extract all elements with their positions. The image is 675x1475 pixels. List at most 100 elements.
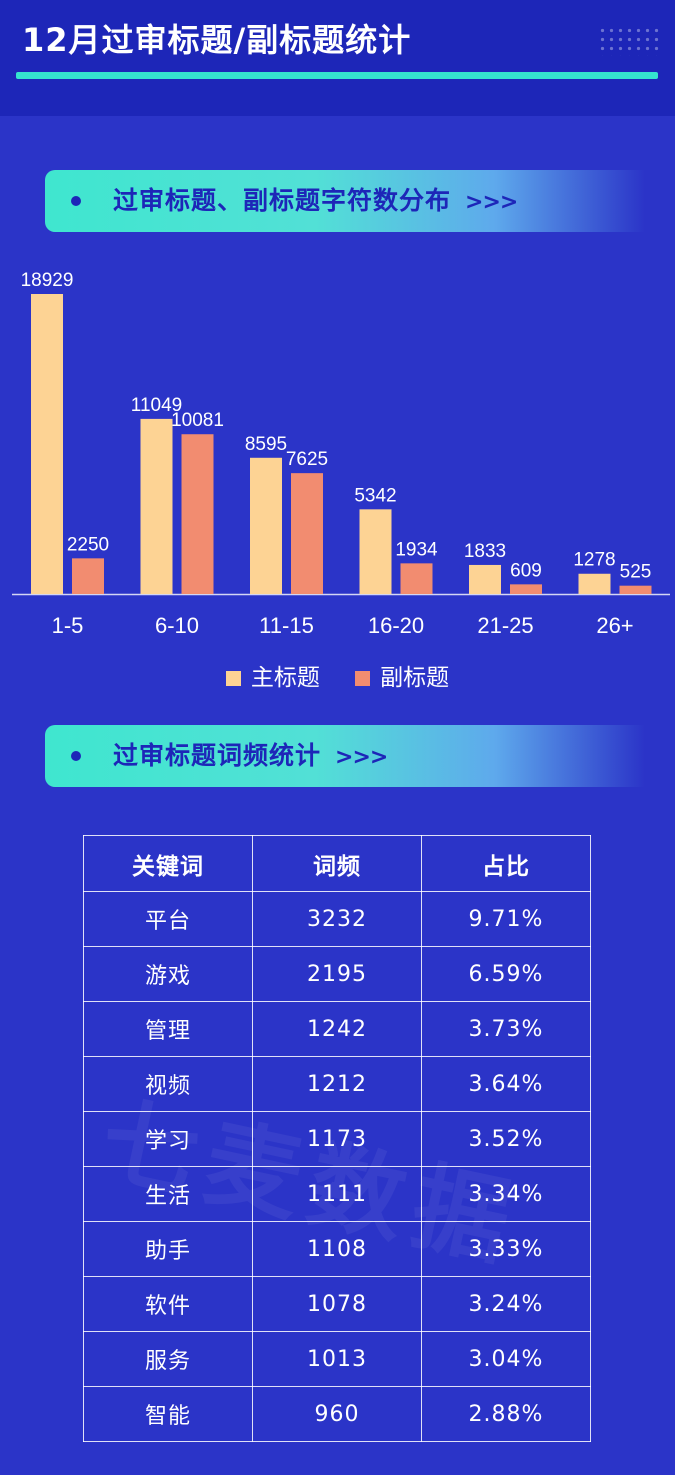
title-underline: [16, 72, 658, 79]
legend-item-sub: 副标题: [355, 660, 449, 696]
chart-legend: 主标题 副标题: [0, 660, 675, 696]
data-label: 525: [620, 562, 652, 583]
data-label: 2250: [67, 534, 109, 555]
cell-keyword: 软件: [83, 1276, 253, 1332]
cell-keyword: 游戏: [83, 946, 253, 1002]
cell-keyword: 服务: [83, 1331, 253, 1387]
table-row: 服务 1013 3.04%: [83, 1331, 591, 1387]
page-title: 12月过审标题/副标题统计: [22, 21, 412, 59]
legend-label-sub: 副标题: [380, 665, 450, 691]
data-label: 1934: [395, 539, 438, 560]
bar-sub-1-5: [72, 558, 104, 594]
table-row: 智能 960 2.88%: [83, 1386, 591, 1442]
table-row: 管理 1242 3.73%: [83, 1001, 591, 1057]
legend-item-main: 主标题: [225, 660, 320, 696]
x-tick-label: 1-5: [52, 613, 84, 638]
table-row: 平台 3232 9.71%: [83, 891, 591, 947]
bar-main-1-5: [31, 294, 63, 594]
column-header-keyword: 关键词: [83, 835, 253, 892]
cell-ratio: 3.64%: [421, 1056, 591, 1112]
cell-keyword: 平台: [83, 891, 253, 947]
bar-main-11-15: [250, 457, 282, 594]
bullet-icon: [71, 751, 81, 761]
bar-sub-16-20: [400, 563, 433, 594]
data-label: 8595: [245, 434, 287, 455]
column-header-ratio: 占比: [421, 835, 591, 892]
cell-frequency: 2195: [252, 946, 422, 1002]
frequency-table-wrap: 关键词 词频 占比 平台 3232 9.71% 游戏 2195 6.59% 管理 1242 3.…: [83, 835, 591, 1442]
cell-ratio: 3.52%: [421, 1111, 591, 1167]
section-title-frequency: 过审标题词频统计 >>>: [113, 739, 388, 775]
x-tick-label: 16-20: [368, 613, 424, 638]
arrows-icon: >>>: [465, 190, 518, 215]
data-label: 5342: [354, 485, 396, 506]
cell-frequency: 1013: [252, 1331, 422, 1387]
frequency-table: 关键词 词频 占比 平台 3232 9.71% 游戏 2195 6.59% 管理 1242 3.…: [83, 835, 591, 1442]
legend-swatch-main: [225, 671, 241, 686]
cell-ratio: 6.59%: [421, 946, 591, 1002]
table-header-row: 关键词 词频 占比: [83, 835, 591, 892]
cell-keyword: 生活: [83, 1166, 253, 1222]
cell-ratio: 3.73%: [421, 1001, 591, 1057]
x-tick-label: 26+: [596, 613, 633, 638]
section-header-distribution: 过审标题、副标题字符数分布 >>>: [45, 170, 645, 232]
cell-ratio: 9.71%: [421, 891, 591, 947]
data-label: 1833: [464, 541, 506, 562]
table-row: 软件 1078 3.24%: [83, 1276, 591, 1332]
cell-keyword: 助手: [83, 1221, 253, 1277]
bar-sub-26+: [619, 585, 652, 594]
bar-main-6-10: [140, 418, 173, 594]
cell-frequency: 1111: [252, 1166, 422, 1222]
cell-frequency: 1078: [252, 1276, 422, 1332]
section-title-distribution: 过审标题、副标题字符数分布 >>>: [113, 184, 518, 220]
x-tick-label: 6-10: [155, 613, 199, 638]
data-label: 609: [510, 560, 542, 581]
cell-frequency: 1108: [252, 1221, 422, 1277]
data-label: 7625: [286, 449, 328, 470]
legend-label-main: 主标题: [250, 665, 320, 691]
top-bar: 12月过审标题/副标题统计: [0, 0, 675, 116]
x-tick-label: 11-15: [259, 613, 314, 638]
bar-main-21-25: [469, 564, 501, 594]
bullet-icon: [71, 196, 81, 206]
section-title-frequency-text: 过审标题词频统计: [113, 741, 322, 770]
cell-frequency: 1173: [252, 1111, 422, 1167]
data-label: 10081: [171, 410, 224, 431]
cell-ratio: 3.33%: [421, 1221, 591, 1277]
cell-ratio: 3.24%: [421, 1276, 591, 1332]
bar-sub-6-10: [181, 434, 214, 594]
legend-swatch-sub: [355, 671, 371, 686]
bar-sub-11-15: [291, 473, 323, 594]
cell-ratio: 3.34%: [421, 1166, 591, 1222]
cell-keyword: 视频: [83, 1056, 253, 1112]
cell-ratio: 3.04%: [421, 1331, 591, 1387]
table-row: 视频 1212 3.64%: [83, 1056, 591, 1112]
arrows-icon: >>>: [335, 745, 388, 770]
x-tick-label: 21-25: [477, 613, 533, 638]
data-label: 1278: [573, 550, 615, 571]
cell-frequency: 960: [252, 1386, 422, 1442]
column-header-frequency: 词频: [252, 835, 422, 892]
bar-sub-21-25: [510, 584, 542, 594]
section-title-distribution-text: 过审标题、副标题字符数分布: [113, 186, 452, 215]
cell-ratio: 2.88%: [421, 1386, 591, 1442]
dot-grid-decoration: [598, 26, 662, 56]
cell-keyword: 学习: [83, 1111, 253, 1167]
table-row: 游戏 2195 6.59%: [83, 946, 591, 1002]
section-header-frequency: 过审标题词频统计 >>>: [45, 725, 645, 787]
table-row: 助手 1108 3.33%: [83, 1221, 591, 1277]
cell-frequency: 1242: [252, 1001, 422, 1057]
cell-frequency: 3232: [252, 891, 422, 947]
bar-main-26+: [578, 573, 611, 594]
cell-keyword: 智能: [83, 1386, 253, 1442]
cell-keyword: 管理: [83, 1001, 253, 1057]
bar-main-16-20: [359, 509, 392, 594]
data-label: 18929: [21, 270, 74, 291]
table-row: 学习 1173 3.52%: [83, 1111, 591, 1167]
table-row: 生活 1111 3.34%: [83, 1166, 591, 1222]
data-label: 11049: [131, 395, 182, 416]
table-body: 平台 3232 9.71% 游戏 2195 6.59% 管理 1242 3.73% 视频 1212 3…: [83, 891, 591, 1442]
cell-frequency: 1212: [252, 1056, 422, 1112]
